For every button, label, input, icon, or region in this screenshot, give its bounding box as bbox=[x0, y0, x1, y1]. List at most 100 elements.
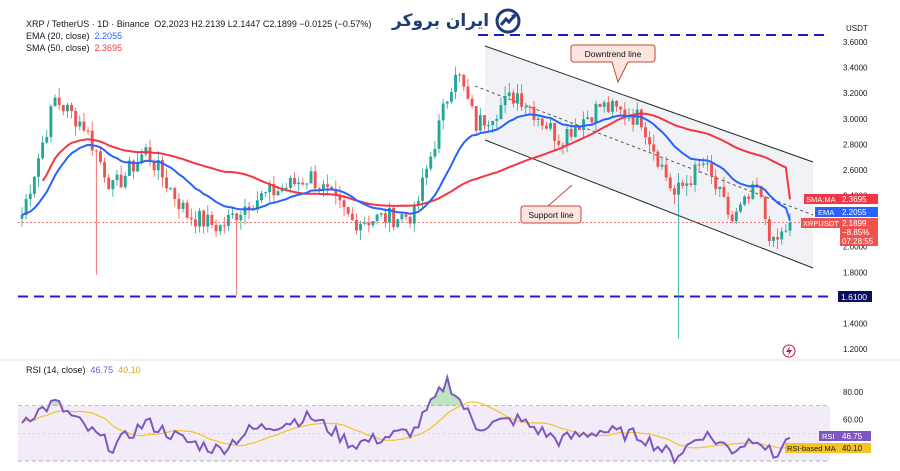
downtrend-callout[interactable]: Downtrend line bbox=[570, 44, 656, 84]
lightning-icon[interactable] bbox=[782, 344, 796, 358]
price-tick-label: 1.8000 bbox=[843, 268, 868, 277]
candle-body bbox=[454, 74, 457, 93]
candle-body bbox=[664, 164, 668, 178]
rsi-axis[interactable]: 60.00 80.00 bbox=[843, 388, 864, 425]
candle-body bbox=[536, 118, 540, 120]
candle-body bbox=[710, 163, 713, 177]
candle-body bbox=[222, 225, 226, 227]
candle-body bbox=[652, 144, 656, 152]
candle-body bbox=[255, 200, 259, 210]
candle-body bbox=[78, 121, 82, 127]
candle-body bbox=[383, 213, 387, 223]
price-tick-label: 2.8000 bbox=[843, 140, 868, 149]
candle-body bbox=[685, 183, 689, 186]
candle-body bbox=[586, 117, 590, 120]
support-callout[interactable]: Support line bbox=[520, 184, 582, 224]
rsi-tag[interactable]: RSI 46.75 bbox=[819, 431, 871, 441]
ema-line[interactable] bbox=[21, 113, 791, 221]
candle-body bbox=[210, 214, 214, 225]
candle-body bbox=[553, 123, 557, 141]
currency-label: USDT bbox=[846, 24, 868, 33]
svg-text:RSI: RSI bbox=[822, 432, 835, 441]
candle-body bbox=[82, 121, 86, 131]
candle-body bbox=[714, 176, 718, 190]
candle-body bbox=[152, 161, 156, 171]
rsi-line[interactable] bbox=[21, 373, 791, 465]
candle-body bbox=[491, 120, 495, 126]
candle-body bbox=[20, 214, 24, 219]
candle-body bbox=[681, 182, 685, 186]
candle-body bbox=[305, 183, 309, 185]
candle-body bbox=[123, 175, 127, 188]
ema-legend[interactable]: EMA (20, close) 2.2055 bbox=[26, 31, 122, 42]
svg-text:USDT: USDT bbox=[846, 24, 868, 33]
candle-body bbox=[326, 184, 329, 187]
candle-body bbox=[734, 211, 738, 222]
candle-body bbox=[516, 93, 519, 104]
candle-body bbox=[375, 214, 379, 222]
candle-body bbox=[623, 109, 627, 119]
candle-body bbox=[144, 147, 148, 155]
candle-body bbox=[639, 109, 643, 128]
ema-tag[interactable]: EMA 2.2055 bbox=[815, 207, 878, 217]
candle-body bbox=[627, 117, 631, 119]
candle-body bbox=[218, 225, 222, 232]
rsi-ma-line[interactable] bbox=[21, 401, 791, 449]
candle-body bbox=[202, 210, 206, 227]
candle-body bbox=[57, 97, 61, 106]
rsi-ma-legend-value: 40.10 bbox=[118, 365, 141, 375]
candle-body bbox=[173, 188, 177, 199]
candle-body bbox=[784, 230, 788, 232]
candle-body bbox=[49, 106, 53, 137]
candle-body bbox=[396, 219, 400, 227]
candle-body bbox=[615, 100, 619, 107]
candle-body bbox=[433, 148, 437, 157]
rsi-legend[interactable]: RSI (14, close) 46.75 40.10 bbox=[26, 365, 141, 376]
candle-body bbox=[404, 214, 408, 217]
candle-body bbox=[412, 204, 416, 224]
candle-body bbox=[718, 186, 722, 190]
candle-body bbox=[379, 213, 383, 215]
candle-body bbox=[483, 115, 486, 126]
symbol-title: XRP / TetherUS · 1D · Binance bbox=[26, 19, 150, 29]
price-tag[interactable]: XRPUSDT 2.1899 −8.85% 07:28:55 bbox=[801, 218, 878, 246]
candle-body bbox=[660, 164, 664, 167]
candle-body bbox=[400, 214, 404, 220]
candle-body bbox=[561, 144, 565, 146]
rsi-ma-tag[interactable]: RSI-based MA 40.10 bbox=[785, 443, 871, 453]
candle-body bbox=[99, 151, 102, 162]
candle-body bbox=[520, 93, 524, 107]
symbol-header[interactable]: XRP / TetherUS · 1D · Binance O2.2023 H2… bbox=[26, 19, 371, 30]
rsi-legend-value: 46.75 bbox=[90, 365, 114, 375]
candle-body bbox=[169, 188, 173, 190]
sma-legend[interactable]: SMA (50, close) 2.3695 bbox=[26, 43, 122, 54]
candle-body bbox=[573, 127, 577, 137]
ohlc-values: O2.2023 H2.2139 L2.1447 C2.1899 −0.0125 … bbox=[154, 19, 372, 29]
sma-line[interactable] bbox=[41, 112, 791, 207]
candle-body bbox=[668, 177, 672, 189]
candle-body bbox=[528, 106, 532, 108]
downtrend-line[interactable] bbox=[484, 45, 814, 163]
candle-body bbox=[441, 103, 445, 121]
candle-body bbox=[780, 231, 784, 240]
candle-body bbox=[70, 104, 73, 111]
candle-body bbox=[45, 136, 49, 143]
support-line[interactable] bbox=[484, 139, 814, 269]
candle-body bbox=[611, 100, 614, 112]
candle-body bbox=[730, 214, 734, 222]
candle-body bbox=[524, 106, 528, 108]
candle-body bbox=[243, 206, 247, 215]
candle-body bbox=[260, 193, 263, 201]
candle-body bbox=[288, 177, 292, 188]
candle-body bbox=[189, 217, 193, 220]
svg-text:2.1899: 2.1899 bbox=[842, 219, 867, 228]
sma-tag[interactable]: SMA:MA 2.3695 bbox=[804, 194, 878, 204]
candle-body bbox=[342, 200, 346, 208]
level-tag[interactable]: 1.6100 bbox=[838, 291, 872, 302]
rsi-legend-label: RSI (14, close) bbox=[26, 365, 86, 375]
candle-body bbox=[132, 160, 135, 172]
candle-body bbox=[156, 159, 160, 171]
price-tick-label: 3.4000 bbox=[843, 64, 868, 73]
svg-text:2.3695: 2.3695 bbox=[842, 195, 867, 204]
